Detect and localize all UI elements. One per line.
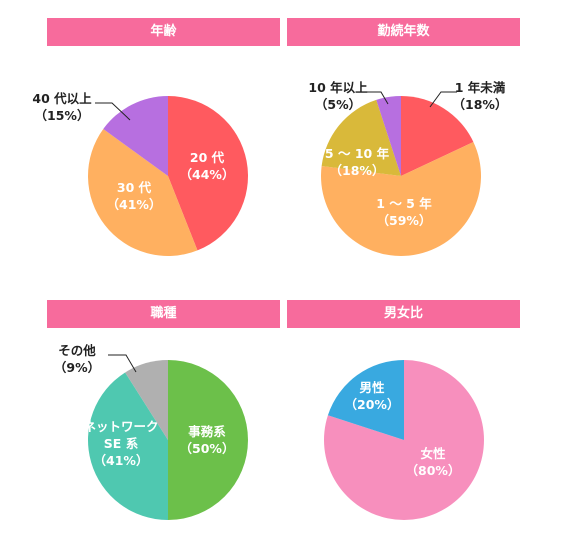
pie-slice: [87, 372, 168, 520]
slice-label-percent: （15%）: [35, 108, 90, 123]
chart-header-age: 年齢: [47, 18, 280, 46]
slice-label-name: その他: [58, 343, 96, 358]
pie-slice: [87, 128, 198, 257]
slice-label-percent: （41%）: [107, 197, 162, 212]
pie-slice: [376, 96, 401, 176]
chart-header-gender-ratio: 男女比: [287, 300, 520, 328]
slice-label: 30 代 （41%）: [107, 180, 162, 212]
pie-slice: [321, 141, 481, 256]
slice-label: 男性 （20%）: [345, 380, 400, 412]
slice-label: 1 ～ 5 年 （59%）: [376, 196, 432, 228]
slice-label-name: 20 代: [190, 150, 225, 165]
leader-line: [429, 91, 457, 108]
slice-label-percent: （80%）: [406, 463, 461, 478]
leader-line: [95, 102, 131, 121]
pie-slice: [401, 96, 474, 176]
slice-label-percent: （5%）: [315, 97, 361, 112]
slice-label: 20 代 （44%）: [180, 150, 235, 182]
leader-line: [108, 354, 137, 373]
slice-label-name: 男性: [359, 380, 385, 395]
pie-slice: [168, 96, 249, 251]
slice-label-name: 5 ～ 10 年: [325, 146, 390, 161]
slice-label-percent: （18%）: [330, 163, 385, 178]
slice-label-percent: （41%）: [94, 453, 149, 468]
pie-chart-0: 20 代 （44%） 30 代 （41%） 40 代以上 （15%）: [32, 91, 249, 257]
pie-chart-3: 女性 （80%） 男性 （20%）: [323, 360, 484, 520]
chart-header-tenure: 勤続年数: [287, 18, 520, 46]
slice-label: 事務系 （50%）: [180, 424, 235, 456]
slice-label-percent: （50%）: [180, 441, 235, 456]
slice-label-name: 事務系: [188, 424, 226, 439]
pie-chart-1: 1 年未満 （18%） 1 ～ 5 年 （59%） 5 ～ 10 年 （18%） 10 年以…: [308, 80, 507, 256]
pie-slice: [103, 96, 168, 176]
slice-label: 5 ～ 10 年 （18%）: [325, 146, 390, 178]
slice-label: 10 年以上 （5%）: [308, 80, 368, 112]
slice-label: その他 （9%）: [54, 343, 100, 375]
slice-label-percent: （9%）: [54, 360, 100, 375]
pie-slice: [327, 360, 404, 440]
slice-label-name: 1 ～ 5 年: [376, 196, 432, 211]
pie-chart-2: 事務系 （50%） ネットワーク SE 系 （41%） その他 （9%）: [54, 343, 248, 520]
slice-label: 女性 （80%）: [406, 446, 461, 478]
leader-line: [366, 91, 389, 105]
slice-label-name: ネットワーク: [83, 419, 158, 434]
slice-label-percent: （18%）: [453, 97, 508, 112]
pie-slice: [168, 360, 248, 520]
slice-label-name: 40 代以上: [32, 91, 92, 106]
pie-slice: [321, 99, 401, 176]
slice-label-name: 30 代: [117, 180, 152, 195]
slice-label-percent: （44%）: [180, 167, 235, 182]
chart-header-job-type: 職種: [47, 300, 280, 328]
slice-label-percent: （20%）: [345, 397, 400, 412]
slice-label-name: 女性: [420, 446, 446, 461]
slice-label-name: 1 年未満: [455, 80, 506, 95]
slice-label: 1 年未満 （18%）: [453, 80, 508, 112]
pie-slice: [323, 360, 484, 520]
pie-slice: [125, 360, 168, 440]
slice-label: ネットワーク SE 系 （41%）: [83, 419, 158, 468]
slice-label-name: SE 系: [104, 436, 139, 451]
slice-label-percent: （59%）: [377, 213, 432, 228]
slice-label-name: 10 年以上: [308, 80, 368, 95]
slice-label: 40 代以上 （15%）: [32, 91, 92, 123]
